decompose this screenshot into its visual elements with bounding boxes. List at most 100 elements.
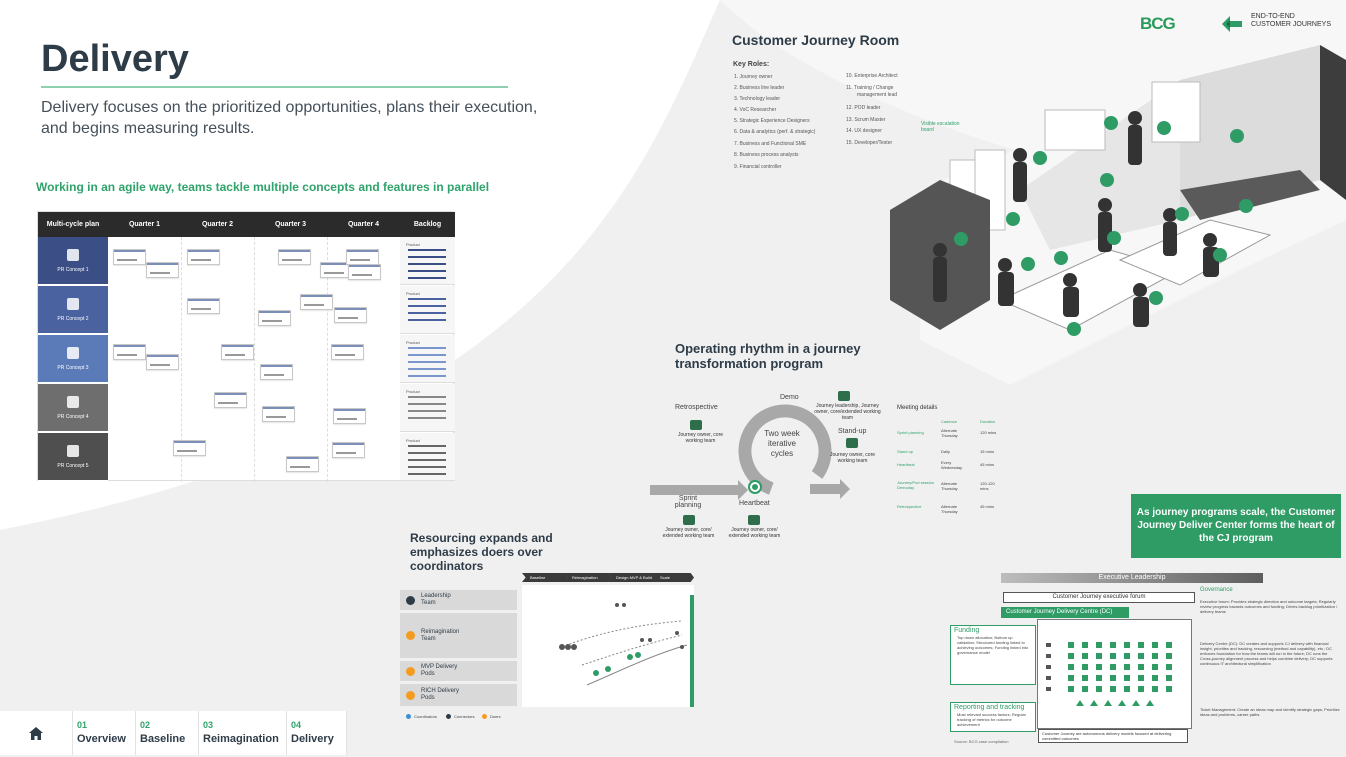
backlog-cell: Product [400, 286, 455, 334]
team-icon [748, 515, 760, 525]
role-item: 7. Business and Functional SME [734, 141, 807, 147]
feature-card [278, 249, 311, 265]
page-subtitle: Delivery focuses on the prioritized oppo… [41, 99, 538, 137]
feature-card [320, 262, 353, 278]
feature-card [300, 294, 333, 310]
backlog-cell: Product [400, 384, 455, 432]
nav-tab-overview[interactable]: 01 Overview [73, 711, 136, 755]
resourcing-row: Leadership Team [400, 590, 517, 610]
meeting-cadence: Every Wednesday [941, 460, 963, 470]
bcg-logo: BCG [1140, 14, 1176, 33]
feature-card [214, 392, 247, 408]
meeting-cadence: Alternate Thursday [941, 428, 958, 438]
feature-card [146, 262, 179, 278]
role-dot [406, 631, 415, 640]
quarter-header: Quarter 1 [108, 212, 181, 237]
source-note: Source: BCG case compilation [954, 739, 1009, 744]
role-item: 15. Developer/Tester [846, 140, 893, 146]
governance-item: Executive forum: Provides strategic dire… [1200, 599, 1338, 614]
heartbeat-who: Journey owner, core/ extended working te… [728, 527, 781, 539]
team-icon [683, 515, 695, 525]
role-item: 2. Business line leader [734, 85, 785, 91]
feature-card [173, 440, 206, 456]
concept-row-label: PR Concept 2 [38, 286, 108, 334]
governance-title: Governance [1200, 587, 1233, 593]
meeting-duration: 45 mins [980, 504, 995, 509]
concept-row-label: PR Concept 4 [38, 384, 108, 432]
e2e-logo-text: END-TO-END CUSTOMER JOURNEYS [1251, 13, 1331, 28]
agile-heading: Working in an agile way, teams tackle mu… [36, 180, 490, 194]
role-item: 13. Scrum Master [846, 117, 886, 123]
bottom-nav: 01 Overview 02 Baseline 03 Reimagination… [0, 711, 347, 755]
cycle-center-label: Two week iterative cycles [764, 429, 800, 458]
role-item: 5. Strategic Experience Designers [734, 118, 810, 124]
feature-card [113, 344, 146, 360]
resourcing-row: Reimagination Team [400, 613, 517, 658]
resourcing-chart [522, 585, 694, 707]
concept-row-label: PR Concept 1 [38, 237, 108, 285]
title-divider [41, 86, 508, 88]
feature-card [262, 406, 295, 422]
feature-card [187, 298, 220, 314]
reporting-box: Reporting and tracking Most relevant suc… [950, 702, 1036, 732]
backlog-header: Backlog [400, 212, 455, 237]
meeting-cadence: Daily [941, 449, 950, 454]
home-button[interactable] [0, 711, 73, 755]
backlog-cell: Product [400, 433, 455, 481]
retro-who: Journey owner, core working team [677, 432, 724, 444]
quarter-divider [181, 237, 182, 482]
plan-header: Multi-cycle plan [38, 212, 108, 237]
resourcing-panel: Baseline Reimagination Design MVP & Buil… [400, 573, 696, 723]
quarter-header: Quarter 2 [181, 212, 254, 237]
concept-icon [67, 297, 79, 310]
legend-item: Connectors [446, 714, 474, 719]
quarter-divider [254, 237, 255, 482]
meeting-duration: 45 mins [980, 462, 995, 467]
standup-who: Journey owner, core working team [829, 452, 876, 464]
phase-chevron: Scale [652, 573, 694, 582]
role-item: 12. POD leader [846, 105, 881, 111]
role-item: 3. Technology leader [734, 96, 781, 102]
journey-room-illustration [890, 45, 1346, 385]
nav-tab-baseline[interactable]: 02 Baseline [136, 711, 199, 755]
delivery-grid [1046, 642, 1172, 706]
role-dot [406, 666, 415, 676]
feature-card [348, 264, 381, 280]
governance-item: Ticket Management: Create an ideas map a… [1200, 707, 1340, 717]
scale-callout: As journey programs scale, the Customer … [1131, 494, 1341, 558]
role-dot [406, 690, 415, 700]
role-item: 8. Business process analysts [734, 152, 799, 158]
concept-icon [67, 248, 79, 261]
demo-who: Journey leadership, Journey owner, core/… [814, 403, 881, 421]
phase-chevron: Design MVP & Build [608, 573, 656, 582]
nav-tab-reimagination[interactable]: 03 Reimagination [199, 711, 287, 755]
rhythm-cycle-diagram [650, 404, 850, 500]
e2e-logo-icon [1222, 16, 1242, 32]
concept-row-label: PR Concept 3 [38, 335, 108, 383]
multi-cycle-plan: Multi-cycle plan Quarter 1 Quarter 2 Qua… [37, 211, 455, 482]
cj-footer-box: Customer Journey are autonomous delivery… [1038, 729, 1188, 743]
meeting-name: Sprint planning [897, 430, 924, 435]
meeting-name: Journey/Pod session Demoday [897, 480, 935, 490]
meeting-name: Retrospective [897, 504, 922, 509]
role-dot [406, 595, 415, 605]
nav-tab-delivery[interactable]: 04 Delivery [287, 711, 347, 755]
meeting-duration: 120 mins [980, 430, 997, 435]
feature-card [113, 249, 146, 265]
role-item: 6. Data & analytics (perf. & strategic) [734, 129, 816, 135]
meeting-col-header: Duration [980, 419, 996, 424]
feature-card [332, 442, 365, 458]
rhythm-title: Operating rhythm in a journey transforma… [675, 341, 861, 371]
phase-chevron: Reimagination [564, 573, 612, 582]
meeting-cadence: Alternate Thursday [941, 504, 958, 514]
role-item: 4. VoC Researcher [734, 107, 777, 113]
home-icon [29, 726, 43, 740]
role-item: 11. Training / Change [846, 85, 894, 91]
heartbeat-label: Heartbeat [739, 500, 770, 507]
role-item: 10. Enterprise Architect [846, 73, 898, 79]
meeting-name: Heartbeat [897, 462, 915, 467]
role-item: 1. Journey owner [734, 74, 773, 80]
standup-label: Stand-up [838, 428, 867, 435]
role-item: 9. Financial controller [734, 164, 782, 170]
escalation-label: Visible escalation board [921, 121, 960, 133]
